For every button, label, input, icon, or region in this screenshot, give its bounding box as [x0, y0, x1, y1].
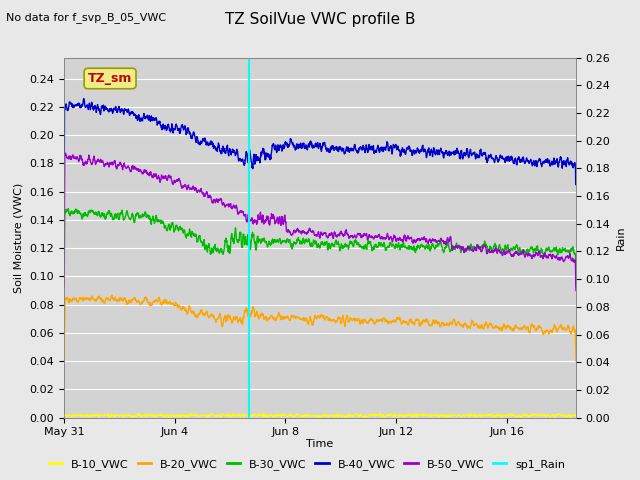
Y-axis label: Rain: Rain [616, 225, 626, 250]
Legend: B-10_VWC, B-20_VWC, B-30_VWC, B-40_VWC, B-50_VWC, sp1_Rain: B-10_VWC, B-20_VWC, B-30_VWC, B-40_VWC, … [45, 455, 570, 474]
Text: TZ_sm: TZ_sm [88, 72, 132, 85]
Text: No data for f_svp_B_05_VWC: No data for f_svp_B_05_VWC [6, 12, 166, 23]
X-axis label: Time: Time [307, 439, 333, 449]
Text: TZ SoilVue VWC profile B: TZ SoilVue VWC profile B [225, 12, 415, 27]
Y-axis label: Soil Moisture (VWC): Soil Moisture (VWC) [14, 182, 24, 293]
